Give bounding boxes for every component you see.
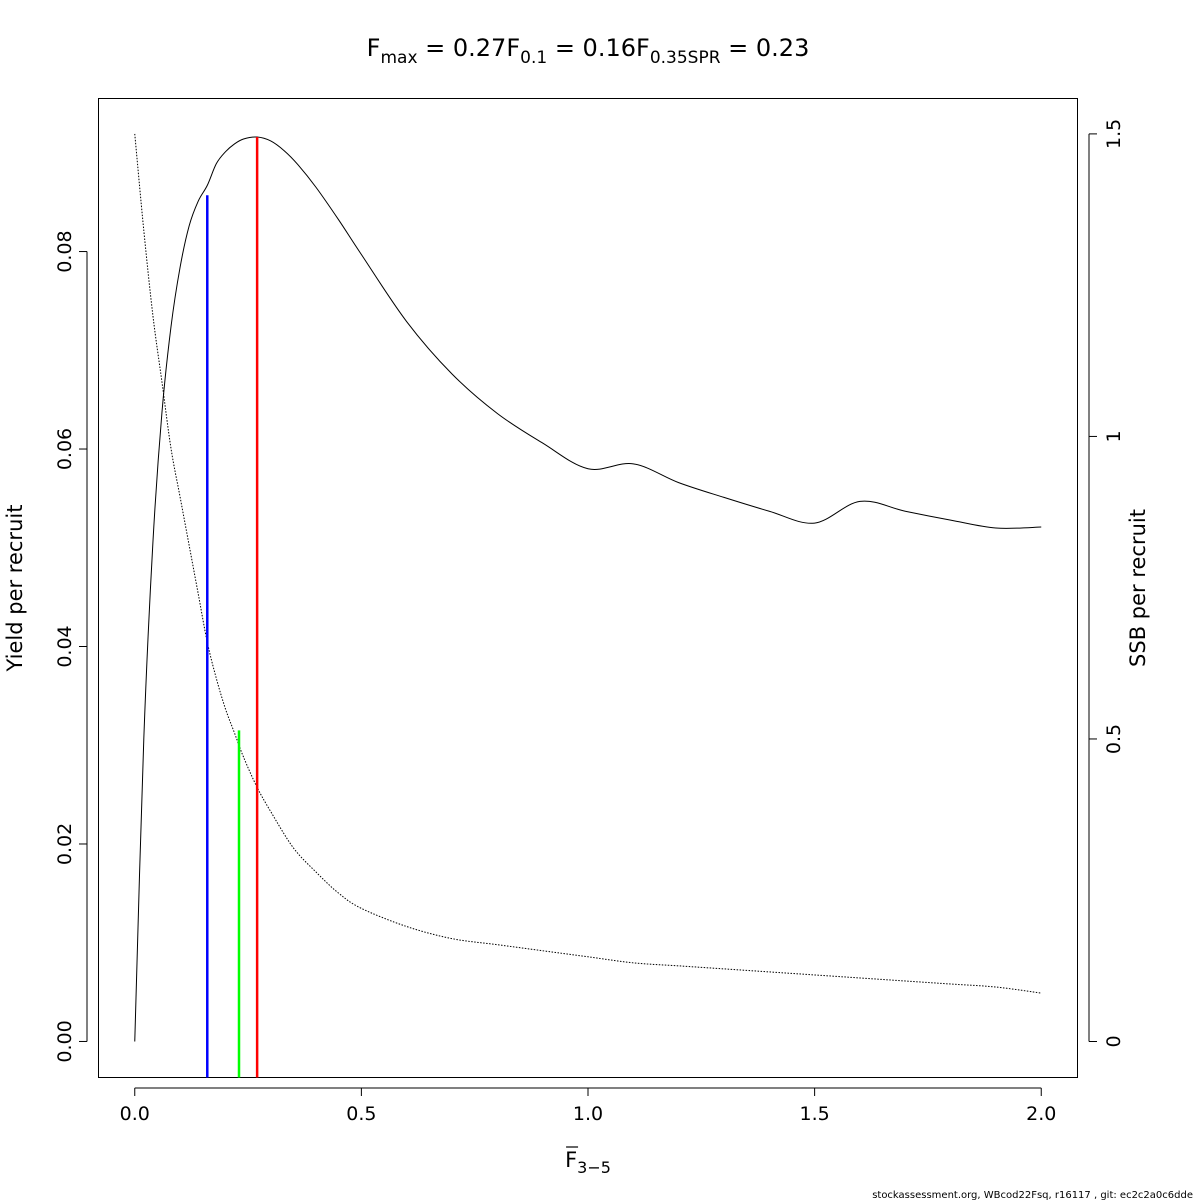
x-tick-label: 0.5 <box>346 1103 376 1125</box>
y2-tick-label: 1 <box>1103 430 1125 442</box>
y2-tick-label: 1.5 <box>1103 119 1125 149</box>
y-axis-right: 0 0.5 1 1.5 <box>1088 119 1125 1048</box>
title-item-base: F <box>636 34 650 62</box>
x-tick-label: 2.0 <box>1026 1103 1056 1125</box>
svg-text:F3−5: F3−5 <box>565 1148 611 1177</box>
title-item-value: = 0.23 <box>721 34 810 62</box>
y-tick-label: 0.08 <box>54 230 76 272</box>
yield-per-recruit-line <box>134 136 1042 1042</box>
y-axis-left: 0.00 0.02 0.04 0.06 0.08 <box>54 230 88 1063</box>
x-axis: 0.0 0.5 1.0 1.5 2.0 <box>120 1087 1056 1125</box>
chart-title: Fmax = 0.27F0.1 = 0.16F0.35SPR = 0.23 <box>367 34 810 68</box>
footer-note: stockassessment.org, WBcod22Fsq, r16117 … <box>872 1190 1193 1200</box>
x-axis-label: F3−5 <box>565 1146 611 1177</box>
title-item-value: = 0.16 <box>547 34 636 62</box>
title-item-value: = 0.27 <box>418 34 507 62</box>
x-tick-label: 0.0 <box>120 1103 150 1125</box>
x-tick-label: 1.5 <box>800 1103 830 1125</box>
y-axis-label: Yield per recruit <box>3 505 27 673</box>
title-item-sub: 0.1 <box>520 48 547 68</box>
y2-tick-label: 0 <box>1103 1035 1125 1047</box>
y-tick-label: 0.02 <box>54 823 76 865</box>
plot-area-frame <box>98 98 1078 1078</box>
y2-axis-label: SSB per recruit <box>1126 509 1150 667</box>
y-tick-label: 0.06 <box>54 428 76 470</box>
title-item-sub: max <box>380 48 417 68</box>
y2-tick-label: 0.5 <box>1103 724 1125 754</box>
y-tick-label: 0.00 <box>54 1020 76 1062</box>
title-item-base: F <box>506 34 520 62</box>
chart-title-text: Fmax = 0.27F0.1 = 0.16F0.35SPR = 0.23 <box>367 34 810 68</box>
y-tick-label: 0.04 <box>54 625 76 667</box>
reference-lines <box>206 137 259 1078</box>
series-group <box>134 133 1042 1042</box>
title-item-sub: 0.35SPR <box>650 48 721 68</box>
ssb-per-recruit-line <box>134 133 1042 994</box>
title-item-base: F <box>367 34 381 62</box>
x-tick-label: 1.0 <box>573 1103 603 1125</box>
